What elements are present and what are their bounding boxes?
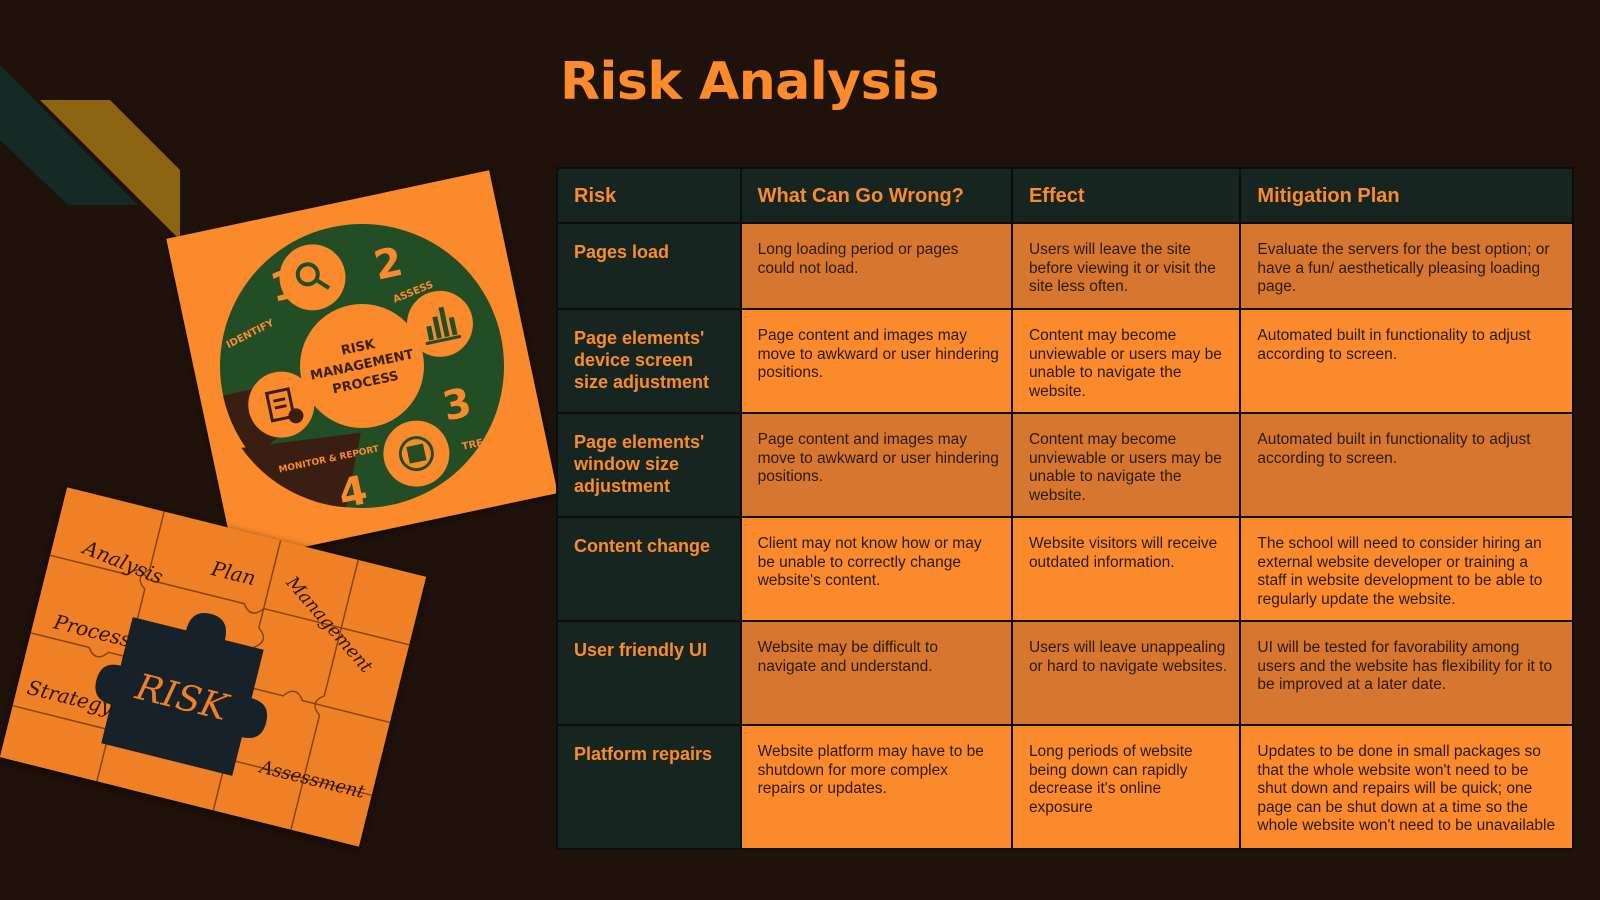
header-what-can-go-wrong: What Can Go Wrong? bbox=[739, 167, 1013, 224]
wrong-cell: Client may not know how or may be unable… bbox=[739, 516, 1013, 622]
bar-chart-icon bbox=[425, 306, 462, 346]
table-row: Platform repairs Website platform may ha… bbox=[556, 724, 1574, 850]
header-risk: Risk bbox=[556, 167, 742, 224]
risk-cell: User friendly UI bbox=[556, 620, 742, 726]
risk-cell: Pages load bbox=[556, 222, 742, 310]
effect-cell: Content may become unviewable or users m… bbox=[1010, 412, 1242, 518]
table-row: Page elements' device screen size adjust… bbox=[556, 308, 1574, 414]
wrong-cell: Page content and images may move to awkw… bbox=[739, 412, 1013, 518]
effect-cell: Long periods of website being down can r… bbox=[1010, 724, 1242, 850]
mitigation-cell: The school will need to consider hiring … bbox=[1239, 516, 1574, 622]
clipboard-icon bbox=[264, 387, 304, 424]
effect-cell: Users will leave the site before viewing… bbox=[1010, 222, 1242, 310]
risk-cell: Page elements' window size adjustment bbox=[556, 412, 742, 518]
table-header-row: Risk What Can Go Wrong? Effect Mitigatio… bbox=[556, 167, 1574, 224]
center-line1: RISK bbox=[340, 337, 378, 359]
mitigation-cell: Updates to be done in small packages so … bbox=[1239, 724, 1574, 850]
mitigation-cell: Evaluate the servers for the best option… bbox=[1239, 222, 1574, 310]
effect-cell: Users will leave unappealing or hard to … bbox=[1010, 620, 1242, 726]
page-title: Risk Analysis bbox=[560, 52, 939, 112]
mitigation-cell: Automated built in functionality to adju… bbox=[1239, 412, 1574, 518]
wrong-cell: Website may be difficult to navigate and… bbox=[739, 620, 1013, 726]
wrong-cell: Page content and images may move to awkw… bbox=[739, 308, 1013, 414]
magnifier-icon bbox=[295, 262, 331, 290]
risk-cell: Content change bbox=[556, 516, 742, 622]
effect-cell: Content may become unviewable or users m… bbox=[1010, 308, 1242, 414]
risk-table: Risk What Can Go Wrong? Effect Mitigatio… bbox=[556, 167, 1574, 850]
risk-puzzle-image: RISK Analysis Plan Management Process St… bbox=[0, 487, 427, 847]
header-mitigation-plan: Mitigation Plan bbox=[1239, 167, 1574, 224]
wrong-cell: Website platform may have to be shutdown… bbox=[739, 724, 1013, 850]
risk-cell: Page elements' device screen size adjust… bbox=[556, 308, 742, 414]
corner-ribbons bbox=[0, 65, 180, 240]
table-row: Content change Client may not know how o… bbox=[556, 516, 1574, 622]
wrong-cell: Long loading period or pages could not l… bbox=[739, 222, 1013, 310]
risk-cell: Platform repairs bbox=[556, 724, 742, 850]
mitigation-cell: Automated built in functionality to adju… bbox=[1239, 308, 1574, 414]
cycle-box-icon bbox=[398, 436, 434, 472]
header-effect: Effect bbox=[1010, 167, 1242, 224]
risk-process-image: RISK MANAGEMENT PROCESS 1 IDENTIFY 2 ASS… bbox=[166, 170, 558, 562]
mitigation-cell: UI will be tested for favorability among… bbox=[1239, 620, 1574, 726]
table-row: Page elements' window size adjustment Pa… bbox=[556, 412, 1574, 518]
table-row: Pages load Long loading period or pages … bbox=[556, 222, 1574, 310]
table-row: User friendly UI Website may be difficul… bbox=[556, 620, 1574, 726]
effect-cell: Website visitors will receive outdated i… bbox=[1010, 516, 1242, 622]
